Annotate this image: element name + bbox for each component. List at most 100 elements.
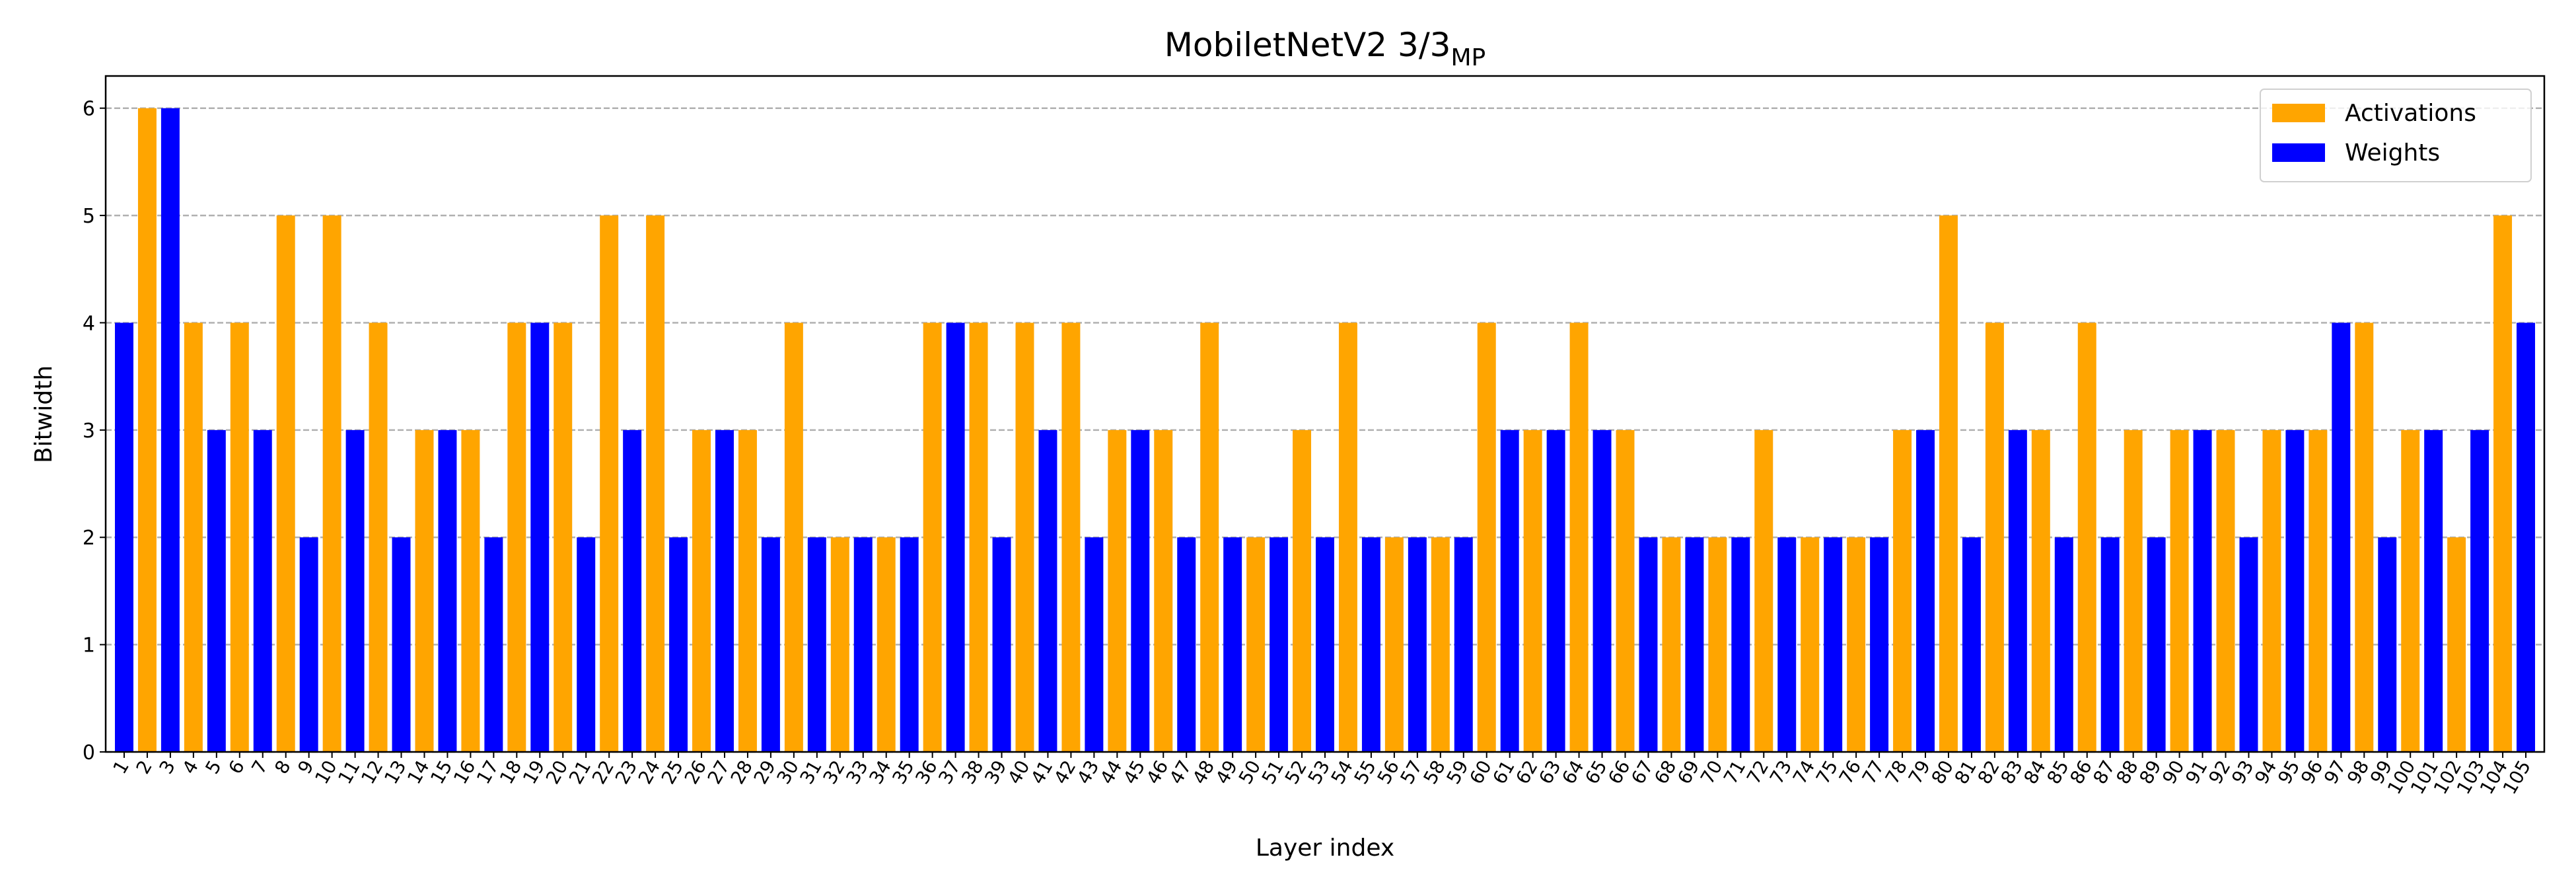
bar xyxy=(2077,322,2096,752)
bar xyxy=(646,215,665,753)
bar xyxy=(2054,537,2073,752)
bar xyxy=(1085,537,1104,752)
bar xyxy=(761,537,780,752)
bar xyxy=(1824,537,1843,752)
bar xyxy=(1131,429,1150,752)
bar xyxy=(184,322,203,752)
bar xyxy=(554,322,573,752)
bar xyxy=(2008,429,2027,752)
bar xyxy=(530,322,550,752)
bar xyxy=(230,322,249,752)
bar xyxy=(1246,537,1266,752)
bar xyxy=(1477,322,1496,752)
bar xyxy=(1870,537,1889,752)
bar xyxy=(2493,215,2513,753)
bar xyxy=(1361,537,1380,752)
bar xyxy=(1408,537,1427,752)
bar xyxy=(600,215,619,753)
bar xyxy=(1108,429,1127,752)
bar xyxy=(2285,429,2305,752)
bar xyxy=(2308,429,2328,752)
bar xyxy=(207,429,226,752)
bar xyxy=(2216,429,2235,752)
bar xyxy=(1454,537,1473,752)
bar xyxy=(137,108,157,752)
bar xyxy=(923,322,942,752)
bar xyxy=(807,537,826,752)
bar xyxy=(715,429,734,752)
y-axis-label: Bitwidth xyxy=(30,365,57,463)
x-tick-label: 6 xyxy=(224,757,248,778)
bar xyxy=(1777,537,1797,752)
bar xyxy=(369,322,388,752)
x-axis-label: Layer index xyxy=(1256,835,1394,862)
y-tick-label: 5 xyxy=(83,205,95,228)
bar xyxy=(1662,537,1681,752)
bar xyxy=(900,537,919,752)
bar xyxy=(1223,537,1242,752)
bar xyxy=(1616,429,1635,752)
bar xyxy=(1316,537,1334,752)
bar xyxy=(253,429,272,752)
bar xyxy=(830,537,849,752)
bar xyxy=(1639,537,1658,752)
bar xyxy=(1015,322,1034,752)
bar xyxy=(1916,429,1935,752)
bar xyxy=(461,429,480,752)
chart-title: MobiletNetV2 3/3MP xyxy=(1164,26,1486,71)
y-tick-label: 2 xyxy=(83,527,95,550)
bar xyxy=(1847,537,1866,752)
x-tick-label: 1 xyxy=(109,757,133,778)
bar xyxy=(1801,537,1820,752)
bar xyxy=(2401,429,2420,752)
bar xyxy=(1592,429,1612,752)
title-subscript: MP xyxy=(1450,44,1485,71)
bar xyxy=(1546,429,1565,752)
bar xyxy=(1270,537,1289,752)
x-tick-label: 7 xyxy=(247,757,271,778)
bar xyxy=(1177,537,1196,752)
y-tick-label: 1 xyxy=(83,634,95,657)
legend-swatch xyxy=(2272,104,2325,122)
bar xyxy=(1038,429,1057,752)
bar xyxy=(322,215,341,753)
y-tick-label: 6 xyxy=(83,98,95,121)
bar xyxy=(2332,322,2351,752)
bar xyxy=(1338,322,1357,752)
y-tick-label: 4 xyxy=(83,312,95,335)
bar xyxy=(1685,537,1704,752)
bar xyxy=(946,322,965,752)
bar xyxy=(1154,429,1173,752)
bar xyxy=(2378,537,2397,752)
x-tick-label: 4 xyxy=(178,757,202,778)
bar xyxy=(1962,537,1981,752)
bar xyxy=(853,537,873,752)
y-tick-label: 0 xyxy=(83,741,95,764)
bar xyxy=(692,429,711,752)
bar xyxy=(1893,429,1912,752)
bar xyxy=(345,429,365,752)
legend-label: Weights xyxy=(2345,139,2440,167)
bar xyxy=(415,429,434,752)
bar xyxy=(1569,322,1589,752)
x-tick-label: 2 xyxy=(132,757,157,778)
bar xyxy=(784,322,803,752)
bar xyxy=(2031,429,2050,752)
bar xyxy=(2470,429,2489,752)
bar xyxy=(623,429,642,752)
bar xyxy=(877,537,896,752)
bar xyxy=(1523,429,1542,752)
bar xyxy=(299,537,318,752)
title-main: MobiletNetV2 3/3 xyxy=(1164,26,1451,64)
bar xyxy=(1939,215,1958,753)
plot-frame xyxy=(104,75,2546,753)
bar xyxy=(669,537,688,752)
bar xyxy=(114,322,133,752)
bar xyxy=(1061,322,1081,752)
legend-swatch xyxy=(2272,143,2325,162)
bar xyxy=(1384,537,1404,752)
bar xyxy=(484,537,503,752)
bar xyxy=(161,108,180,752)
bar xyxy=(392,537,411,752)
